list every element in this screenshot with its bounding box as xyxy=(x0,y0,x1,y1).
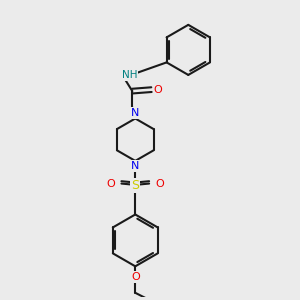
Text: N: N xyxy=(131,108,140,118)
Text: O: O xyxy=(155,178,164,189)
Text: O: O xyxy=(131,272,140,282)
Text: NH: NH xyxy=(122,70,137,80)
Text: S: S xyxy=(131,179,139,192)
Text: O: O xyxy=(154,85,162,94)
Text: O: O xyxy=(107,178,116,189)
Text: N: N xyxy=(131,161,140,171)
